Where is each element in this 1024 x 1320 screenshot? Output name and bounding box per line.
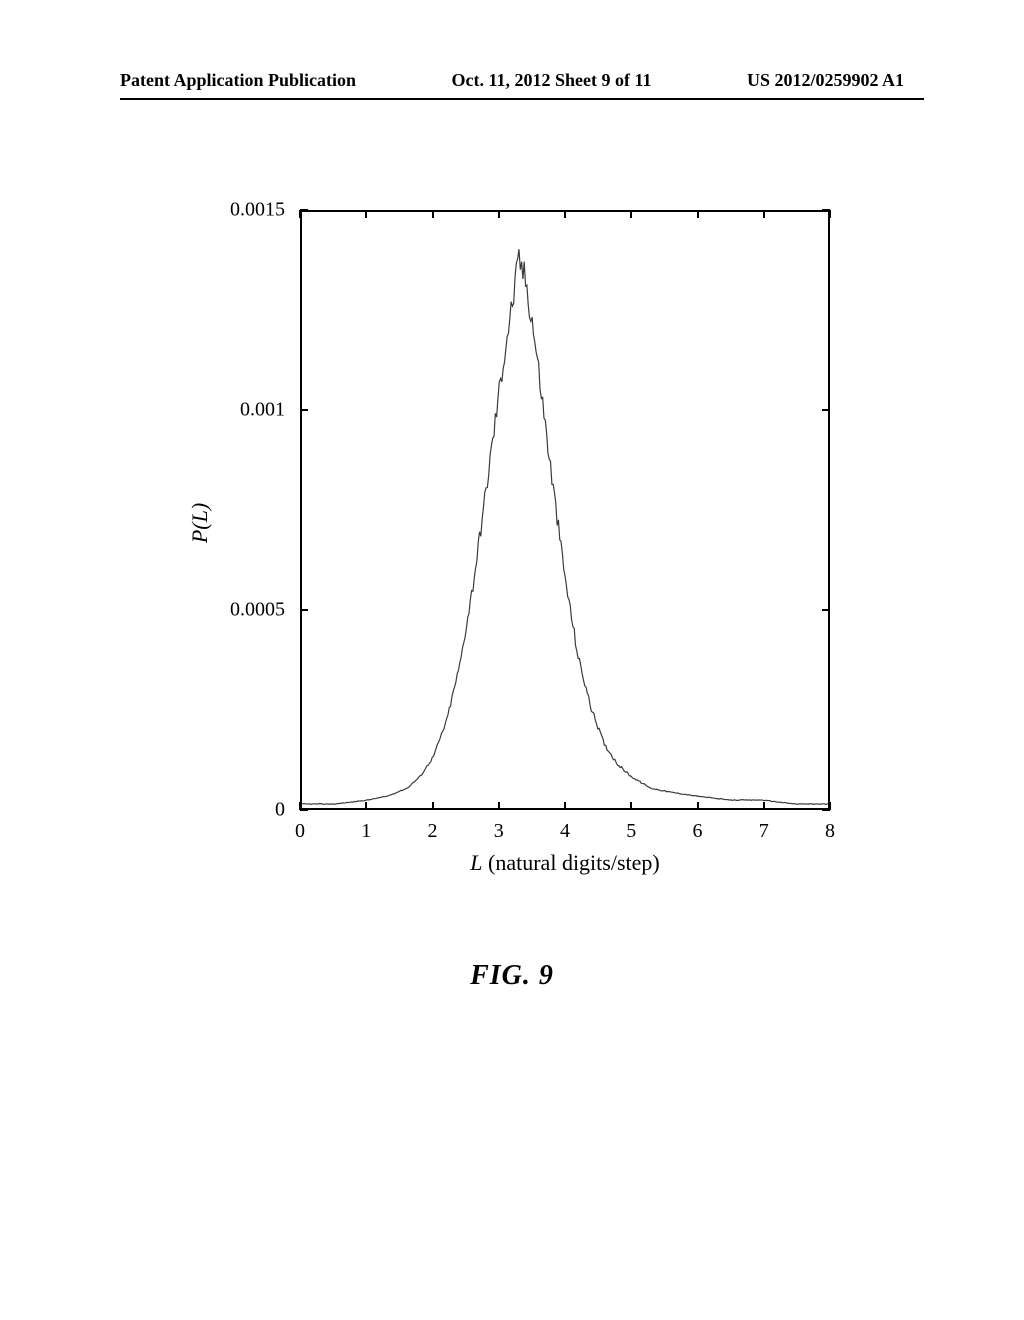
x-tick-label: 5 — [626, 820, 636, 843]
x-tick-label: 2 — [428, 820, 438, 843]
y-tick-mark — [822, 409, 830, 411]
x-tick-mark — [829, 210, 831, 218]
x-tick-mark — [564, 210, 566, 218]
y-tick-mark — [822, 609, 830, 611]
x-axis-label: L (natural digits/step) — [300, 850, 830, 876]
x-tick-label: 3 — [494, 820, 504, 843]
y-tick-mark — [300, 209, 308, 211]
x-tick-mark — [630, 210, 632, 218]
header-rule — [120, 98, 924, 100]
x-tick-mark — [365, 210, 367, 218]
y-tick-label: 0.0005 — [205, 599, 285, 622]
y-tick-mark — [300, 409, 308, 411]
x-tick-label: 6 — [693, 820, 703, 843]
x-tick-mark — [697, 210, 699, 218]
y-tick-label: 0.0015 — [205, 199, 285, 222]
y-tick-label: 0 — [205, 799, 285, 822]
chart-curve — [302, 212, 828, 808]
x-tick-mark — [763, 210, 765, 218]
x-tick-label: 1 — [361, 820, 371, 843]
x-tick-label: 7 — [759, 820, 769, 843]
x-tick-mark — [299, 802, 301, 810]
x-tick-mark — [365, 802, 367, 810]
distribution-chart: P(L) L (natural digits/step) 0 0.0005 0.00… — [140, 190, 860, 910]
header-center: Oct. 11, 2012 Sheet 9 of 11 — [452, 70, 652, 91]
x-tick-mark — [498, 210, 500, 218]
x-tick-mark — [432, 210, 434, 218]
x-tick-mark — [432, 802, 434, 810]
figure-caption: FIG. 9 — [0, 960, 1024, 992]
x-tick-mark — [829, 802, 831, 810]
x-tick-mark — [498, 802, 500, 810]
header-right: US 2012/0259902 A1 — [747, 70, 904, 91]
x-tick-mark — [697, 802, 699, 810]
x-tick-mark — [299, 210, 301, 218]
x-tick-label: 4 — [560, 820, 570, 843]
page-header: Patent Application Publication Oct. 11, … — [0, 70, 1024, 91]
x-tick-mark — [564, 802, 566, 810]
plot-area — [300, 210, 830, 810]
y-tick-mark — [300, 609, 308, 611]
x-tick-mark — [763, 802, 765, 810]
y-tick-label: 0.001 — [205, 399, 285, 422]
header-left: Patent Application Publication — [120, 70, 356, 91]
x-tick-label: 0 — [295, 820, 305, 843]
y-tick-mark — [300, 809, 308, 811]
y-axis-label: P(L) — [187, 503, 213, 543]
x-tick-label: 8 — [825, 820, 835, 843]
x-tick-mark — [630, 802, 632, 810]
